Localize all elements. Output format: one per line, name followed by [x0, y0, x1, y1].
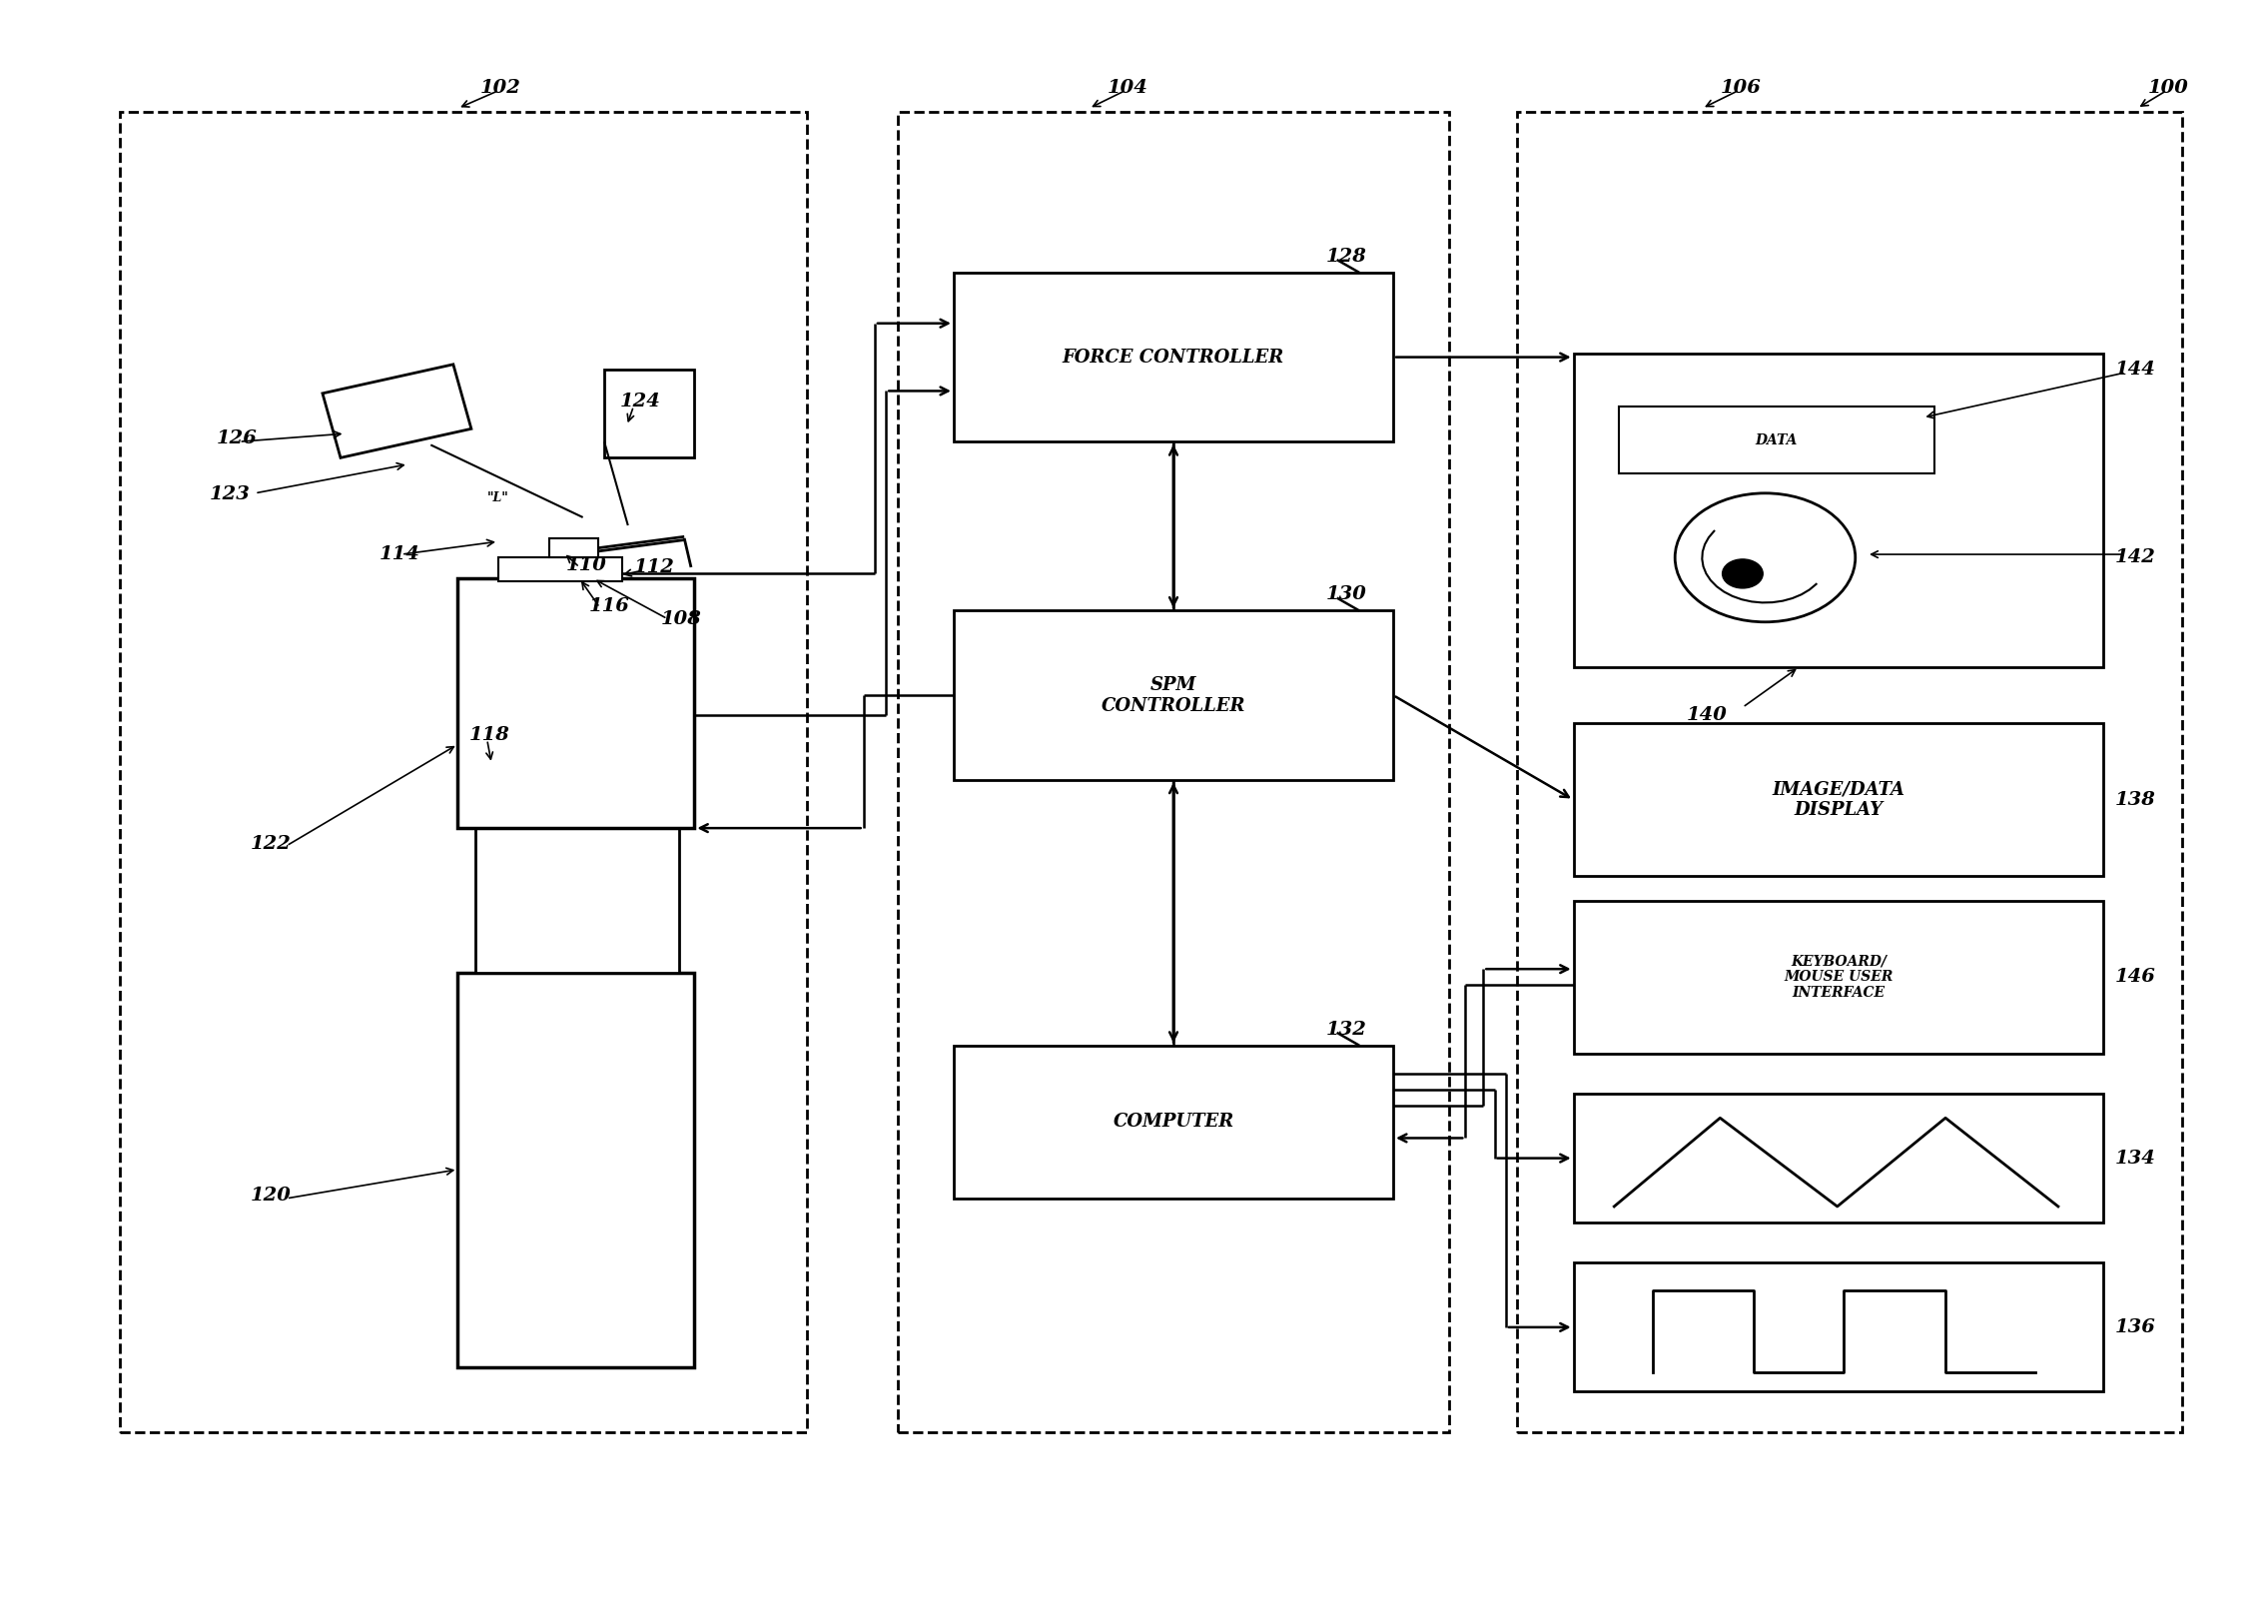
Bar	[898, 112, 1449, 1432]
Bar	[953, 1046, 1393, 1199]
Bar	[1574, 723, 2102, 877]
Bar	[476, 828, 678, 973]
Text: IMAGE/DATA
DISPLAY: IMAGE/DATA DISPLAY	[1771, 781, 1905, 818]
Text: 136: 136	[2114, 1319, 2155, 1337]
Text: 116: 116	[587, 598, 628, 615]
Bar	[603, 369, 694, 458]
Text: SPM
CONTROLLER: SPM CONTROLLER	[1102, 676, 1245, 715]
Text: 146: 146	[2114, 968, 2155, 986]
Bar	[1574, 352, 2102, 667]
Text: 142: 142	[2114, 549, 2155, 567]
Bar	[953, 273, 1393, 442]
Text: 130: 130	[1325, 586, 1365, 604]
Text: 132: 132	[1325, 1020, 1365, 1038]
Bar	[549, 538, 599, 557]
Text: 108: 108	[660, 609, 701, 628]
Bar	[1574, 1095, 2102, 1223]
Text: 118: 118	[469, 726, 510, 744]
Text: 110: 110	[567, 557, 608, 575]
Text: 140: 140	[1687, 706, 1728, 724]
Bar	[953, 611, 1393, 780]
Bar	[1574, 1263, 2102, 1392]
Text: 106: 106	[1719, 78, 1760, 96]
Bar	[1574, 901, 2102, 1054]
Bar	[458, 578, 694, 828]
Bar	[499, 557, 621, 581]
Bar	[458, 973, 694, 1367]
Text: 134: 134	[2114, 1150, 2155, 1168]
Text: 138: 138	[2114, 791, 2155, 809]
Text: 114: 114	[379, 546, 420, 564]
Text: KEYBOARD/
MOUSE USER
INTERFACE: KEYBOARD/ MOUSE USER INTERFACE	[1785, 953, 1894, 1000]
Text: DATA: DATA	[1755, 434, 1799, 447]
Text: 122: 122	[249, 835, 290, 853]
Text: FORCE CONTROLLER: FORCE CONTROLLER	[1061, 348, 1284, 365]
Circle shape	[1721, 559, 1762, 588]
Bar	[1619, 406, 1935, 474]
Text: 144: 144	[2114, 361, 2155, 378]
Bar	[120, 112, 807, 1432]
Text: 112: 112	[633, 559, 674, 577]
Text: 126: 126	[215, 429, 256, 448]
Text: 120: 120	[249, 1186, 290, 1205]
Text: "L": "L"	[488, 492, 510, 505]
Polygon shape	[322, 364, 472, 458]
Text: 128: 128	[1325, 247, 1365, 265]
Text: COMPUTER: COMPUTER	[1114, 1112, 1234, 1130]
Bar	[1517, 112, 2182, 1432]
Text: 104: 104	[1107, 78, 1148, 96]
Text: 124: 124	[619, 393, 660, 411]
Text: 123: 123	[211, 486, 252, 503]
Text: 100: 100	[2148, 78, 2189, 96]
Text: 102: 102	[481, 78, 522, 96]
